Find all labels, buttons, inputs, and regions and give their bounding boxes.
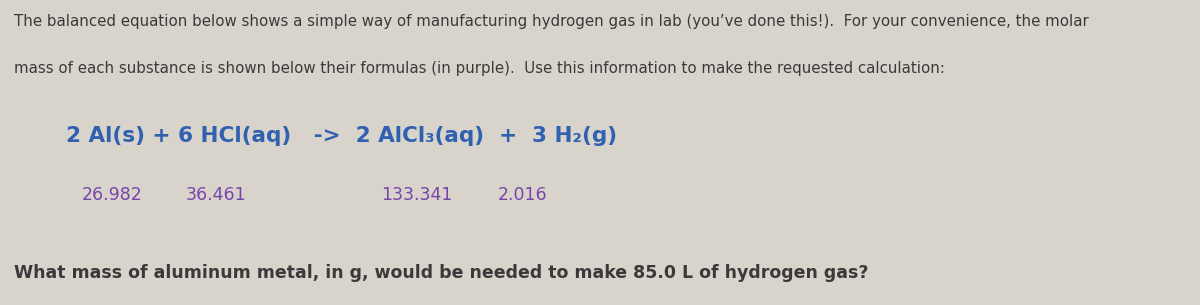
Text: 26.982: 26.982 [82, 186, 143, 204]
Text: 2.016: 2.016 [498, 186, 547, 204]
Text: 133.341: 133.341 [382, 186, 452, 204]
Text: mass of each substance is shown below their formulas (in purple).  Use this info: mass of each substance is shown below th… [14, 61, 946, 76]
Text: What mass of aluminum metal, in g, would be needed to make 85.0 L of hydrogen ga: What mass of aluminum metal, in g, would… [14, 264, 869, 282]
Text: The balanced equation below shows a simple way of manufacturing hydrogen gas in : The balanced equation below shows a simp… [14, 14, 1090, 29]
Text: 2 Al(s) + 6 HCl(aq)   ->  2 AlCl₃(aq)  +  3 H₂(g): 2 Al(s) + 6 HCl(aq) -> 2 AlCl₃(aq) + 3 H… [66, 126, 617, 146]
Text: 36.461: 36.461 [186, 186, 247, 204]
